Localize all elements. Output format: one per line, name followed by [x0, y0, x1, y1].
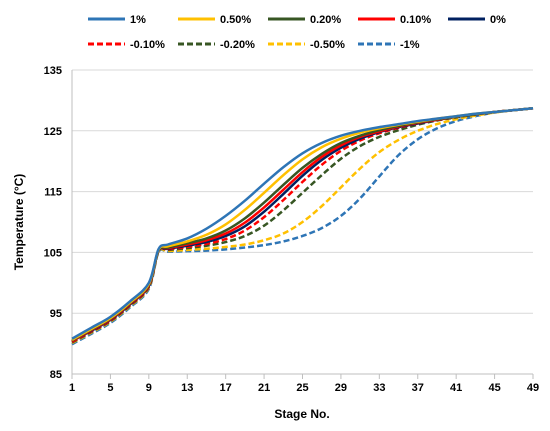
y-tick-label: 115: [44, 187, 62, 199]
legend-label: 0%: [490, 14, 506, 26]
series-line: [71, 107, 534, 346]
legend-label: 0.20%: [310, 14, 341, 26]
legend: 1% 0.50% 0.20% 0.10% 0% -0.10% -0.20% -0.50% -1%: [88, 14, 506, 51]
x-tick-label: 17: [220, 382, 232, 394]
series-line: [71, 107, 534, 343]
legend-label: -0.50%: [310, 39, 345, 51]
y-tick-label: 95: [50, 308, 62, 320]
y-axis-title: Temperature (°C): [12, 174, 26, 271]
series-lines: [71, 107, 534, 346]
series-line: [71, 107, 534, 345]
x-tick-label: 5: [107, 382, 113, 394]
legend-label: 1%: [130, 14, 146, 26]
series-line: [71, 107, 534, 342]
legend-label: 0.50%: [220, 14, 251, 26]
legend-label: -0.10%: [130, 39, 165, 51]
series-line: [71, 107, 534, 342]
legend-label: -1%: [400, 39, 420, 51]
legend-label: -0.20%: [220, 39, 255, 51]
y-tick-labels: 85 95 105 115 125 135: [44, 65, 62, 381]
x-axis-title: Stage No.: [274, 407, 329, 421]
x-tick-label: 41: [450, 382, 462, 394]
y-tick-label: 135: [44, 65, 62, 77]
x-tick-labels: 1 5 9 13 17 21 25 29 33 37 41 45 49: [69, 374, 539, 394]
series-line: [71, 107, 534, 340]
x-tick-label: 1: [69, 382, 75, 394]
series-line: [71, 107, 534, 344]
series-line: [71, 107, 534, 343]
x-tick-label: 13: [181, 382, 193, 394]
x-tick-label: 37: [412, 382, 424, 394]
y-tick-label: 85: [50, 369, 62, 381]
y-tick-label: 105: [44, 247, 62, 259]
y-tick-label: 125: [44, 126, 62, 138]
x-tick-label: 29: [335, 382, 347, 394]
x-tick-label: 9: [146, 382, 152, 394]
x-tick-label: 45: [488, 382, 500, 394]
x-tick-label: 21: [258, 382, 270, 394]
legend-label: 0.10%: [400, 14, 431, 26]
x-tick-label: 25: [296, 382, 308, 394]
gridlines: [72, 69, 533, 314]
series-line: [71, 107, 534, 343]
x-tick-label: 49: [527, 382, 539, 394]
x-tick-label: 33: [373, 382, 385, 394]
